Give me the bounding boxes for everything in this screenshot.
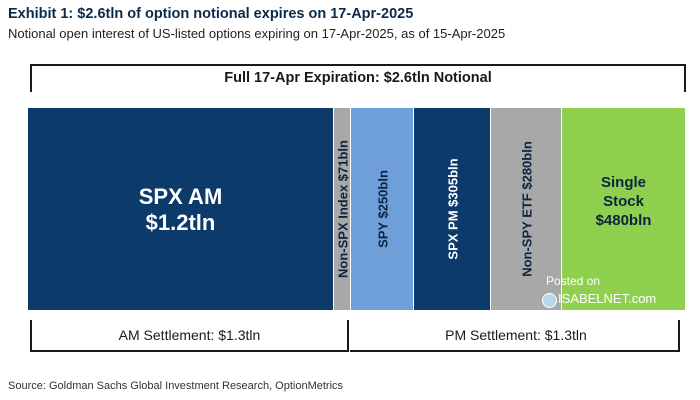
segment-label: $1.2tln bbox=[145, 210, 216, 235]
segment-3: SPX PM $305bln bbox=[413, 108, 491, 310]
total-label: Full 17-Apr Expiration: $2.6tln Notional bbox=[224, 70, 492, 86]
segment-label: SPX PM $305bln bbox=[445, 158, 460, 260]
settlement-bracket-0 bbox=[30, 320, 349, 352]
segment-1: Non-SPX Index $71bln bbox=[333, 108, 351, 310]
total-bracket bbox=[30, 64, 686, 92]
chart-subtitle: Notional open interest of US-listed opti… bbox=[8, 26, 506, 41]
chart-title: Exhibit 1: $2.6tln of option notional ex… bbox=[8, 6, 414, 22]
segment-label: SPY $250bln bbox=[375, 170, 390, 248]
segment-label: Stock bbox=[603, 192, 644, 210]
segment-bar: SPX AM $1.2tln Non-SPX Index $71bln SPY $25… bbox=[28, 108, 685, 310]
watermark-site: ISABELNET.com bbox=[558, 291, 657, 306]
watermark: Posted on ISABELNET.com bbox=[536, 274, 676, 310]
segment-4: Non-SPY ETF $280bln bbox=[490, 108, 562, 310]
segment-0: SPX AM $1.2tln bbox=[28, 108, 333, 310]
segment-5: Single Stock $480bln bbox=[561, 108, 685, 310]
globe-icon bbox=[542, 293, 557, 308]
segment-label: Non-SPX Index $71bln bbox=[335, 140, 350, 278]
watermark-posted: Posted on bbox=[546, 274, 601, 288]
settlement-label-0: AM Settlement: $1.3tln bbox=[118, 327, 261, 343]
segment-label: SPX AM bbox=[138, 184, 223, 209]
segment-label: Non-SPY ETF $280bln bbox=[519, 141, 534, 277]
segment-2: SPY $250bln bbox=[350, 108, 414, 310]
settlement-label-1: PM Settlement: $1.3tln bbox=[445, 327, 587, 343]
source-note: Source: Goldman Sachs Global Investment … bbox=[8, 380, 344, 392]
segment-label: $480bln bbox=[595, 211, 652, 229]
segment-label: Single bbox=[600, 173, 646, 191]
settlement-bracket-1 bbox=[350, 320, 680, 352]
